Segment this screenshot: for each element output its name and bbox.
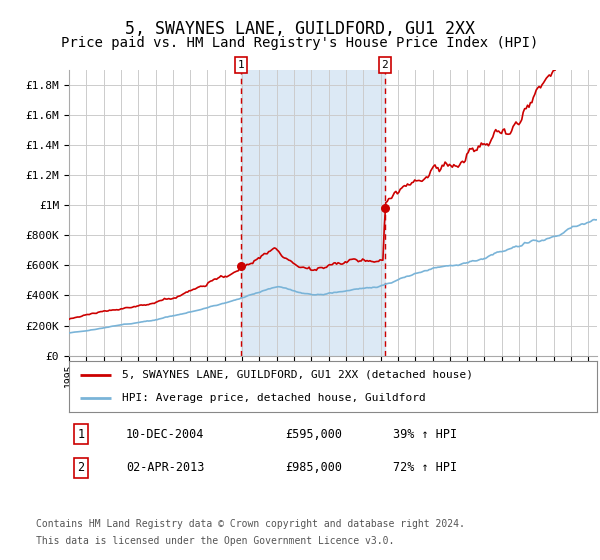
- Point: [236, 262, 245, 270]
- Text: 72% ↑ HPI: 72% ↑ HPI: [393, 461, 457, 474]
- Text: 5, SWAYNES LANE, GUILDFORD, GU1 2XX: 5, SWAYNES LANE, GUILDFORD, GU1 2XX: [125, 20, 475, 38]
- Text: HPI: Average price, detached house, Guildford: HPI: Average price, detached house, Guil…: [122, 393, 425, 403]
- Text: 39% ↑ HPI: 39% ↑ HPI: [393, 427, 457, 441]
- Text: £595,000: £595,000: [285, 427, 342, 441]
- Text: 10-DEC-2004: 10-DEC-2004: [126, 427, 205, 441]
- Text: 1: 1: [238, 60, 244, 70]
- Text: Price paid vs. HM Land Registry's House Price Index (HPI): Price paid vs. HM Land Registry's House …: [61, 36, 539, 50]
- Text: 2: 2: [77, 461, 85, 474]
- Point: [380, 203, 390, 212]
- Text: £985,000: £985,000: [285, 461, 342, 474]
- Bar: [241, 70, 385, 356]
- Text: 5, SWAYNES LANE, GUILDFORD, GU1 2XX (detached house): 5, SWAYNES LANE, GUILDFORD, GU1 2XX (det…: [122, 370, 473, 380]
- Text: 02-APR-2013: 02-APR-2013: [126, 461, 205, 474]
- Text: 1: 1: [77, 427, 85, 441]
- Text: Contains HM Land Registry data © Crown copyright and database right 2024.: Contains HM Land Registry data © Crown c…: [36, 519, 465, 529]
- Text: 2: 2: [382, 60, 388, 70]
- Text: This data is licensed under the Open Government Licence v3.0.: This data is licensed under the Open Gov…: [36, 536, 394, 546]
